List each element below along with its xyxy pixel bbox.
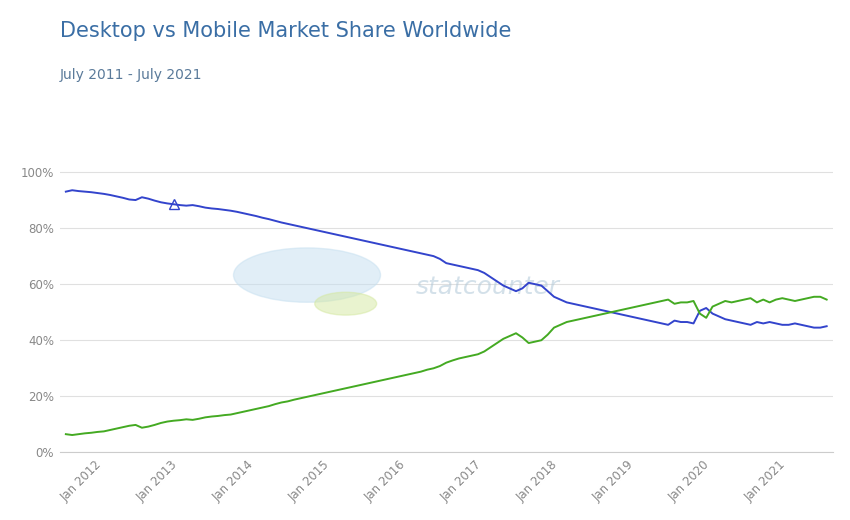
Text: July 2011 - July 2021: July 2011 - July 2021: [60, 68, 202, 82]
Circle shape: [234, 248, 381, 302]
Circle shape: [314, 292, 377, 315]
Text: Desktop vs Mobile Market Share Worldwide: Desktop vs Mobile Market Share Worldwide: [60, 21, 511, 41]
Text: statcounter: statcounter: [416, 275, 559, 298]
